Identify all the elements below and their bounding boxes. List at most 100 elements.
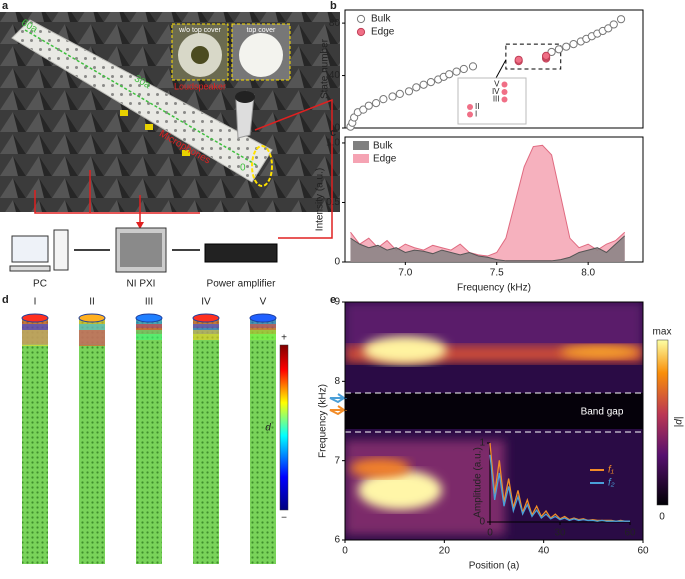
y-axis-label: Amplitude (a.u.) <box>473 447 484 518</box>
legend-swatch <box>353 154 369 163</box>
y-axis-label: Frequency (kHz) <box>318 384 329 458</box>
legend-label: f₂ <box>608 478 615 489</box>
tube-body <box>79 318 105 564</box>
mode-label: V <box>260 297 267 308</box>
tube-body <box>193 318 219 564</box>
y-tick-label: 8 <box>334 376 340 387</box>
amplifier <box>204 243 278 263</box>
tube-top <box>78 313 106 323</box>
photo-label: 0 <box>240 163 246 174</box>
bulk-point <box>412 83 421 92</box>
mode-label: IV <box>201 297 211 308</box>
mode-field <box>250 324 276 334</box>
panel-label: d <box>2 294 9 306</box>
microphone <box>145 124 153 130</box>
mode-label: II <box>89 297 95 308</box>
tube-top <box>21 313 49 323</box>
pc-monitor <box>11 235 49 263</box>
annotation: Band gap <box>581 407 624 418</box>
x-tick-label: 60 <box>637 546 649 557</box>
y-tick-label: 0 <box>334 123 340 134</box>
area-fill <box>350 145 625 262</box>
mode-label: III <box>145 297 153 308</box>
bulk-point <box>616 15 626 24</box>
x-tick-label: 7.0 <box>398 268 412 279</box>
bulk-point <box>379 95 388 104</box>
edge-point-zoom <box>501 89 508 95</box>
x-tick-label: 40 <box>538 546 550 557</box>
area-line <box>350 235 626 262</box>
bulk-point <box>419 80 428 89</box>
edge-point <box>514 55 523 64</box>
legend-label: Edge <box>373 154 397 165</box>
bulk-point <box>609 20 618 29</box>
pc-keyboard <box>9 265 51 272</box>
arrow-f1 <box>329 405 348 416</box>
mode-field <box>136 324 162 334</box>
zoom-box <box>505 43 562 70</box>
y-tick-label: 1 <box>479 438 485 449</box>
bulk-point <box>547 47 556 57</box>
mode-field <box>193 318 219 328</box>
legend-swatch <box>353 141 369 150</box>
colorbar-label: d <box>265 423 271 434</box>
cable <box>34 170 200 226</box>
colorbar-label: 0 <box>659 512 665 523</box>
state-label: IV <box>492 87 500 96</box>
colorbar-label: − <box>281 513 287 524</box>
y-tick-label: 6 <box>334 535 340 546</box>
y-tick-label: 1.0 <box>326 138 340 149</box>
mode-field <box>193 330 219 340</box>
x-axis-label: Frequency (kHz) <box>457 283 531 294</box>
tube-top <box>135 313 163 323</box>
tube-top <box>192 313 220 323</box>
bulk-point <box>359 105 368 114</box>
panel-label: e <box>330 294 336 306</box>
pxi-slots <box>120 233 162 267</box>
colorbar <box>656 339 669 506</box>
microphone <box>182 150 190 156</box>
x-tick-label: 60 <box>624 528 636 539</box>
photo-label: Loudspeaker <box>174 81 226 91</box>
state-label: V <box>494 80 500 89</box>
x-axis-label: Position (a) <box>469 561 520 572</box>
photo-label: w/o top cover <box>178 27 221 34</box>
state-label: II <box>475 102 479 111</box>
edge-point-zoom <box>501 96 508 103</box>
mode-field <box>136 318 162 328</box>
x-tick-label: 7.5 <box>490 268 504 279</box>
arrow-f2 <box>329 393 348 404</box>
mode-field <box>250 330 276 340</box>
loudspeaker-top <box>235 91 255 103</box>
panel-label: b <box>330 0 337 12</box>
series-line <box>489 454 630 522</box>
device-label: Power amplifier <box>207 279 277 290</box>
mode-field <box>250 318 276 328</box>
mode-label: I <box>34 297 37 308</box>
x-tick-label: 0 <box>487 528 493 539</box>
y-axis-label: State number <box>320 38 331 99</box>
legend-label: Edge <box>371 27 395 38</box>
y-tick-label: 7 <box>334 455 340 466</box>
panel-label: c <box>330 127 336 139</box>
legend-label: Bulk <box>373 141 393 152</box>
edge-point <box>542 51 551 60</box>
photo-label: top cover <box>247 27 276 34</box>
panel-label: a <box>2 0 9 12</box>
mode-field <box>79 330 105 346</box>
bulk-point <box>364 101 373 110</box>
bulk-point <box>426 78 436 87</box>
colorbar-label: |d| <box>674 417 685 428</box>
bulk-point <box>604 24 613 33</box>
legend-marker <box>356 14 366 24</box>
tube-body <box>136 318 162 564</box>
heatmap <box>345 302 643 540</box>
edge-point-zoom <box>501 81 508 88</box>
bulk-point <box>395 89 404 99</box>
cable <box>254 98 333 239</box>
tube-top <box>249 313 277 323</box>
y-tick-label: 0.5 <box>326 197 340 208</box>
device-label: NI PXI <box>127 279 156 290</box>
x-tick-label: 30 <box>554 528 566 539</box>
